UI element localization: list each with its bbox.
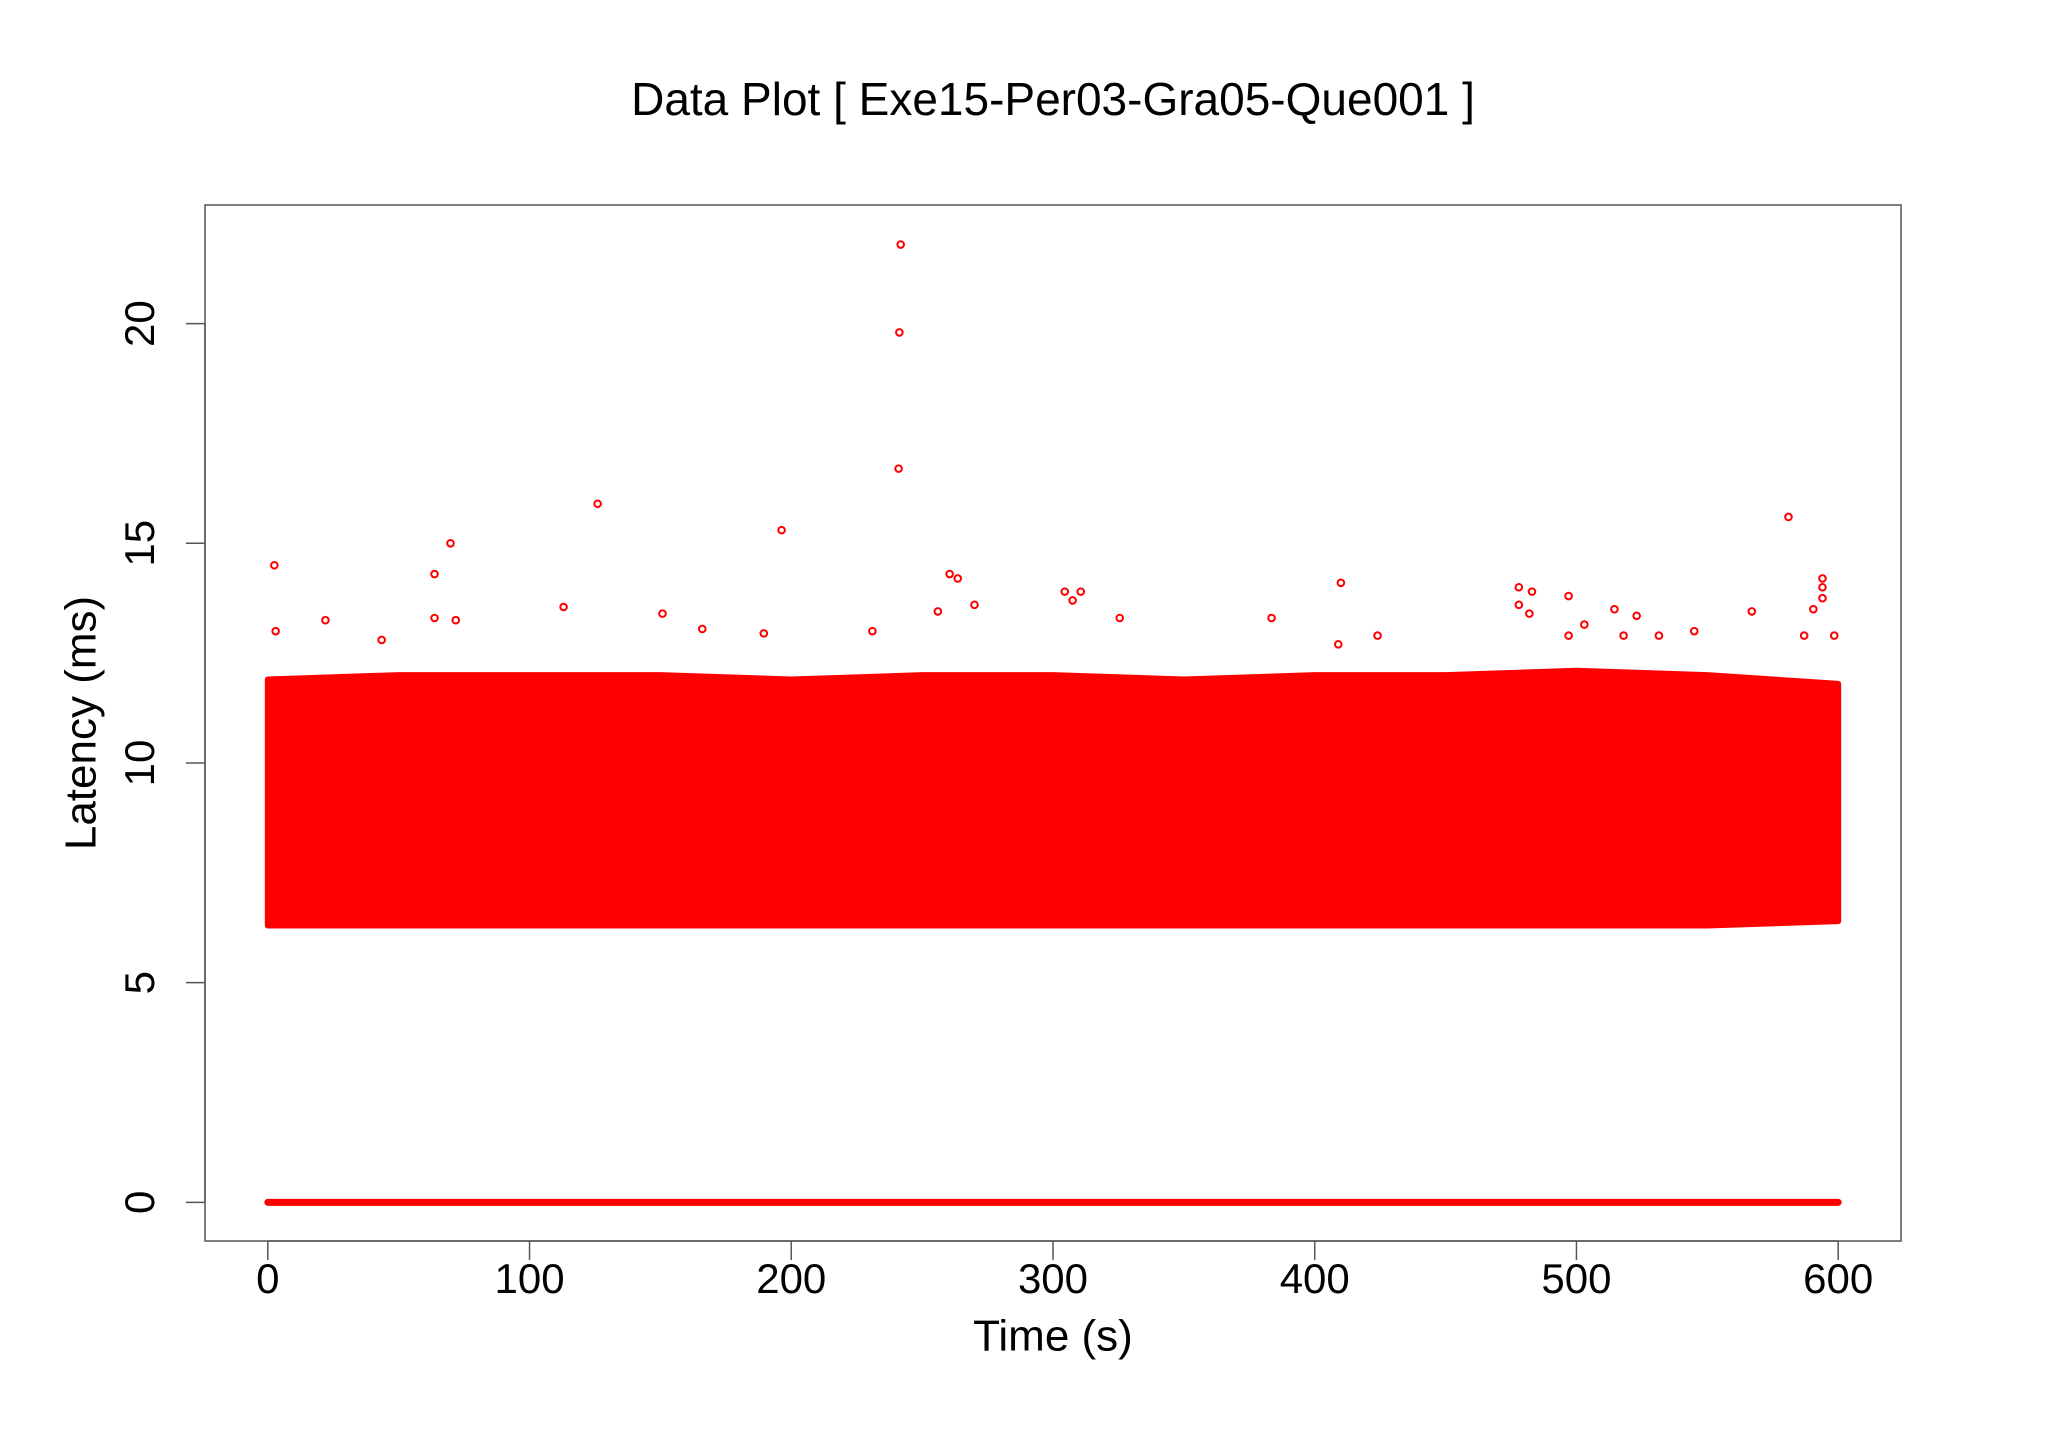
point	[446, 539, 455, 548]
x-tick-label: 100	[495, 1255, 565, 1302]
y-tick-label: 0	[116, 1191, 163, 1214]
x-tick-label: 500	[1541, 1255, 1611, 1302]
x-tick-label: 200	[756, 1255, 826, 1302]
point	[895, 328, 904, 337]
point	[970, 600, 979, 610]
x-axis-label: Time (s)	[973, 1312, 1133, 1361]
x-tick-label: 0	[256, 1255, 279, 1302]
point	[451, 615, 461, 625]
point	[1267, 613, 1276, 623]
y-tick-label: 15	[116, 520, 163, 567]
point-cloud	[264, 667, 1842, 929]
point	[1747, 607, 1757, 616]
point	[1632, 611, 1641, 621]
point	[593, 499, 602, 509]
point	[430, 569, 439, 579]
point	[777, 525, 786, 535]
point	[1514, 582, 1524, 592]
point	[1564, 591, 1573, 601]
point	[1514, 600, 1524, 610]
point	[896, 240, 905, 249]
point	[1564, 631, 1573, 640]
point	[894, 464, 903, 473]
point	[1809, 604, 1818, 614]
point	[1799, 631, 1809, 640]
point	[1336, 578, 1346, 588]
point	[270, 560, 279, 570]
y-tick-label: 10	[116, 740, 163, 787]
point	[1068, 596, 1077, 605]
point	[1829, 631, 1839, 640]
point	[868, 626, 877, 636]
point	[1784, 512, 1793, 522]
point	[1818, 593, 1827, 603]
point	[1689, 626, 1699, 636]
point	[1654, 631, 1664, 640]
point	[1610, 604, 1619, 614]
point	[1619, 631, 1628, 640]
point	[1076, 587, 1086, 596]
x-tick-label: 400	[1280, 1255, 1350, 1302]
point	[1115, 613, 1125, 623]
point	[945, 569, 954, 579]
point	[377, 635, 386, 645]
point	[1373, 631, 1382, 640]
x-tick-label: 600	[1803, 1255, 1873, 1302]
point	[953, 574, 963, 583]
point	[1818, 574, 1827, 583]
y-tick-label: 5	[116, 971, 163, 994]
point	[1580, 620, 1589, 629]
point	[759, 629, 769, 638]
point	[271, 626, 280, 636]
point	[658, 609, 667, 618]
point	[1525, 609, 1534, 618]
chart-title: Data Plot [ Exe15-Per03-Gra05-Que001 ]	[631, 73, 1475, 125]
y-tick-label: 20	[116, 300, 163, 347]
point	[1060, 587, 1070, 596]
point	[559, 602, 568, 612]
y-axis-label: Latency (ms)	[57, 596, 106, 850]
point	[697, 624, 707, 634]
point	[430, 613, 439, 623]
point	[1527, 587, 1537, 596]
point	[1818, 582, 1827, 592]
point	[933, 607, 943, 616]
point	[1333, 640, 1343, 649]
x-tick-label: 300	[1018, 1255, 1088, 1302]
point	[321, 615, 330, 625]
